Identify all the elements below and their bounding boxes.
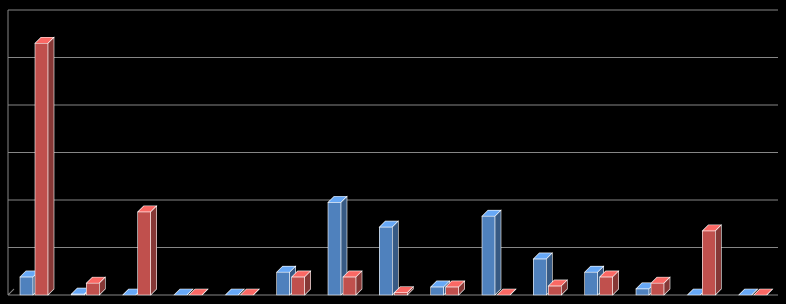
bar-front: [276, 271, 290, 296]
bar-front: [327, 202, 342, 296]
bar-front: [635, 288, 650, 296]
bar: [34, 36, 55, 296]
bar-side: [715, 224, 722, 296]
bar-front: [86, 282, 100, 296]
bar: [650, 276, 671, 296]
bar-side: [355, 270, 363, 296]
bar: [290, 270, 312, 296]
bar: [481, 209, 502, 296]
bar-side: [407, 285, 414, 296]
bar-side: [561, 279, 568, 296]
bar: [547, 279, 569, 296]
bar-side: [238, 288, 245, 296]
bar-front: [291, 276, 305, 296]
bar-front: [599, 276, 613, 296]
bar: [701, 224, 723, 296]
bar-side: [751, 288, 758, 296]
bar-front: [34, 42, 49, 296]
bar-side: [253, 288, 260, 296]
bar-front: [445, 286, 459, 296]
bar-side: [304, 270, 311, 296]
bar: [188, 288, 209, 296]
bar: [342, 270, 363, 296]
bar-front: [650, 282, 665, 296]
bar-side: [766, 288, 773, 296]
bar-front: [137, 211, 151, 296]
bar-side: [47, 36, 55, 296]
bar-side: [392, 220, 399, 296]
bar: [19, 270, 40, 296]
bar-front: [430, 286, 444, 296]
bar: [239, 288, 261, 296]
bar: [173, 288, 194, 296]
bar: [737, 288, 759, 296]
bar-side: [186, 288, 194, 296]
bar: [598, 270, 620, 296]
bar: [444, 280, 466, 296]
bar-side: [494, 209, 502, 296]
bar-front: [342, 276, 357, 296]
bar-side: [201, 288, 209, 296]
bar-side: [458, 280, 465, 296]
bar-front: [702, 230, 716, 296]
bar: [752, 288, 774, 296]
bar-side: [509, 288, 517, 296]
bar: [378, 220, 400, 296]
bar: [224, 288, 246, 296]
bar-front: [379, 226, 393, 296]
bar: [496, 288, 517, 296]
bar-front: [584, 271, 598, 296]
bar: [85, 276, 107, 296]
bar: [136, 205, 158, 296]
bar-side: [663, 276, 671, 296]
bar-front: [19, 276, 34, 296]
bar-side: [150, 205, 157, 296]
bar-front: [394, 292, 408, 296]
bar: [393, 285, 415, 296]
bar-side: [612, 270, 619, 296]
bar-front: [481, 215, 496, 296]
bar-front: [548, 285, 562, 296]
bar: [327, 195, 348, 296]
bar-side: [99, 276, 106, 296]
bar-front: [533, 258, 547, 296]
axis-wall: [7, 288, 15, 296]
